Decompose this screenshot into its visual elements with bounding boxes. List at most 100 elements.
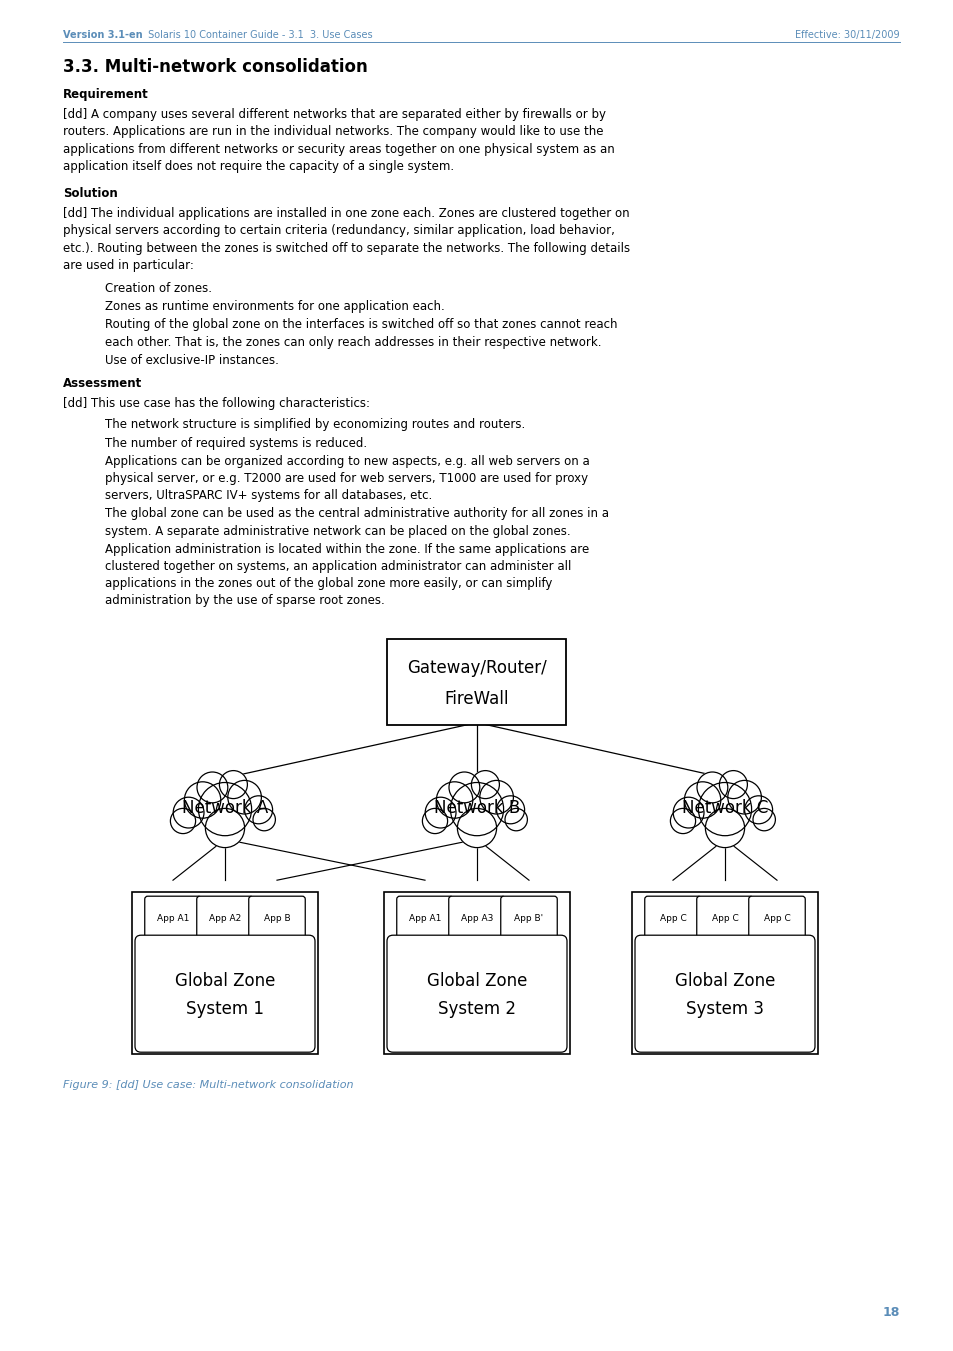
Text: App B: App B [263, 913, 290, 923]
Text: System 3: System 3 [685, 1000, 763, 1017]
Text: App B': App B' [514, 913, 543, 923]
Circle shape [205, 808, 244, 847]
Circle shape [727, 781, 760, 815]
Text: Effective: 30/11/2009: Effective: 30/11/2009 [795, 30, 899, 41]
Text: etc.). Routing between the zones is switched off to separate the networks. The f: etc.). Routing between the zones is swit… [63, 242, 630, 254]
Text: applications from different networks or security areas together on one physical : applications from different networks or … [63, 143, 614, 155]
Text: Version 3.1-en: Version 3.1-en [63, 30, 143, 41]
Text: App A3: App A3 [460, 913, 493, 923]
Circle shape [683, 782, 720, 819]
Text: App A1: App A1 [409, 913, 440, 923]
Circle shape [228, 781, 261, 815]
Text: The number of required systems is reduced.: The number of required systems is reduce… [105, 436, 367, 450]
Text: system. A separate administrative network can be placed on the global zones.: system. A separate administrative networ… [105, 524, 570, 538]
Text: Figure 9: [dd] Use case: Multi-network consolidation: Figure 9: [dd] Use case: Multi-network c… [63, 1081, 354, 1090]
FancyBboxPatch shape [500, 896, 557, 940]
Circle shape [471, 770, 498, 798]
Circle shape [752, 808, 775, 831]
Text: 3.3. Multi-network consolidation: 3.3. Multi-network consolidation [63, 58, 367, 76]
Circle shape [670, 808, 695, 834]
Text: Use of exclusive-IP instances.: Use of exclusive-IP instances. [105, 354, 278, 367]
Circle shape [697, 771, 727, 802]
Text: [dd] This use case has the following characteristics:: [dd] This use case has the following cha… [63, 397, 370, 411]
Text: Requirement: Requirement [63, 88, 149, 101]
Text: routers. Applications are run in the individual networks. The company would like: routers. Applications are run in the ind… [63, 126, 603, 138]
Text: App C: App C [711, 913, 738, 923]
Text: 18: 18 [882, 1306, 899, 1319]
Text: The global zone can be used as the central administrative authority for all zone: The global zone can be used as the centr… [105, 508, 608, 520]
Text: FireWall: FireWall [444, 689, 509, 708]
Text: Creation of zones.: Creation of zones. [105, 282, 212, 295]
Text: Applications can be organized according to new aspects, e.g. all web servers on : Applications can be organized according … [105, 455, 589, 467]
FancyBboxPatch shape [448, 896, 505, 940]
FancyBboxPatch shape [249, 896, 305, 940]
Circle shape [436, 782, 473, 819]
Circle shape [184, 782, 220, 819]
Text: Application administration is located within the zone. If the same applications : Application administration is located wi… [105, 543, 589, 555]
Circle shape [450, 782, 503, 836]
Circle shape [198, 782, 252, 836]
Text: application itself does not require the capacity of a single system.: application itself does not require the … [63, 159, 454, 173]
Circle shape [449, 771, 479, 802]
FancyBboxPatch shape [132, 892, 317, 1054]
Text: Assessment: Assessment [63, 377, 142, 390]
Text: physical server, or e.g. T2000 are used for web servers, T1000 are used for prox: physical server, or e.g. T2000 are used … [105, 471, 587, 485]
Text: App A1: App A1 [156, 913, 189, 923]
Circle shape [171, 808, 195, 834]
FancyBboxPatch shape [145, 896, 201, 940]
Text: Global Zone: Global Zone [426, 971, 527, 990]
Text: [dd] A company uses several different networks that are separated either by fire: [dd] A company uses several different ne… [63, 108, 605, 122]
FancyBboxPatch shape [384, 892, 569, 1054]
Text: App C: App C [762, 913, 789, 923]
FancyBboxPatch shape [696, 896, 753, 940]
Circle shape [173, 797, 204, 828]
Circle shape [497, 796, 524, 824]
Circle shape [219, 770, 247, 798]
FancyBboxPatch shape [635, 935, 814, 1052]
Circle shape [673, 797, 703, 828]
Text: servers, UltraSPARC IV+ systems for all databases, etc.: servers, UltraSPARC IV+ systems for all … [105, 489, 432, 503]
Circle shape [425, 797, 456, 828]
FancyBboxPatch shape [196, 896, 253, 940]
Text: physical servers according to certain criteria (redundancy, similar application,: physical servers according to certain cr… [63, 224, 615, 238]
Circle shape [422, 808, 447, 834]
Text: App A2: App A2 [209, 913, 241, 923]
Circle shape [244, 796, 273, 824]
Text: [dd] The individual applications are installed in one zone each. Zones are clust: [dd] The individual applications are ins… [63, 207, 629, 220]
Text: Network C: Network C [681, 798, 767, 816]
Circle shape [719, 770, 746, 798]
FancyBboxPatch shape [644, 896, 700, 940]
Circle shape [456, 808, 497, 847]
Text: Network B: Network B [434, 798, 519, 816]
Text: Solaris 10 Container Guide - 3.1  3. Use Cases: Solaris 10 Container Guide - 3.1 3. Use … [145, 30, 373, 41]
FancyBboxPatch shape [748, 896, 804, 940]
Circle shape [698, 782, 751, 836]
Text: clustered together on systems, an application administrator can administer all: clustered together on systems, an applic… [105, 561, 571, 573]
Text: Zones as runtime environments for one application each.: Zones as runtime environments for one ap… [105, 300, 444, 313]
FancyBboxPatch shape [135, 935, 314, 1052]
Text: Global Zone: Global Zone [674, 971, 775, 990]
Text: administration by the use of sparse root zones.: administration by the use of sparse root… [105, 594, 384, 608]
Circle shape [704, 808, 744, 847]
Text: Solution: Solution [63, 186, 117, 200]
Circle shape [479, 781, 513, 815]
Text: The network structure is simplified by economizing routes and routers.: The network structure is simplified by e… [105, 419, 525, 431]
Text: Routing of the global zone on the interfaces is switched off so that zones canno: Routing of the global zone on the interf… [105, 319, 617, 331]
FancyBboxPatch shape [387, 935, 566, 1052]
FancyBboxPatch shape [631, 892, 817, 1054]
Text: are used in particular:: are used in particular: [63, 259, 193, 272]
FancyBboxPatch shape [396, 896, 453, 940]
Circle shape [196, 771, 228, 802]
Circle shape [744, 796, 772, 824]
Text: Global Zone: Global Zone [174, 971, 274, 990]
Text: System 2: System 2 [437, 1000, 516, 1017]
Circle shape [253, 808, 275, 831]
Circle shape [504, 808, 527, 831]
Text: System 1: System 1 [186, 1000, 264, 1017]
Text: Gateway/Router/: Gateway/Router/ [407, 658, 546, 677]
Text: applications in the zones out of the global zone more easily, or can simplify: applications in the zones out of the glo… [105, 577, 552, 590]
Text: App C: App C [659, 913, 685, 923]
Text: each other. That is, the zones can only reach addresses in their respective netw: each other. That is, the zones can only … [105, 335, 601, 349]
Text: Network A: Network A [182, 798, 268, 816]
FancyBboxPatch shape [387, 639, 566, 724]
